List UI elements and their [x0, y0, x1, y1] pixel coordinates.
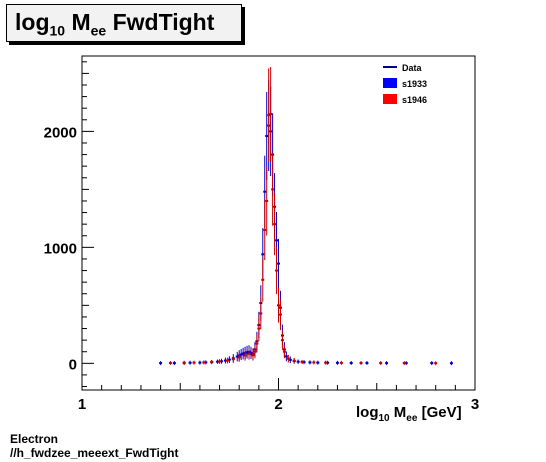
data-point — [227, 358, 231, 361]
data-point — [265, 199, 269, 202]
data-point — [282, 350, 286, 353]
data-marks — [159, 66, 453, 366]
data-point — [172, 362, 176, 365]
data-point — [253, 350, 257, 353]
y-tick-label: 1000 — [44, 240, 77, 257]
data-point — [302, 361, 306, 364]
data-point — [235, 355, 239, 358]
data-point — [243, 354, 247, 357]
data-point — [312, 361, 316, 364]
data-point — [275, 239, 279, 242]
data-point — [261, 278, 265, 281]
data-point — [237, 356, 241, 359]
data-point — [241, 352, 245, 355]
data-point — [204, 361, 208, 364]
data-point — [261, 253, 265, 256]
data-point — [247, 352, 251, 355]
x-tick-label: 2 — [274, 396, 282, 413]
data-point — [430, 362, 434, 365]
legend-box-swatch — [383, 78, 397, 88]
data-point — [188, 361, 192, 364]
data-point — [349, 361, 353, 364]
data-point — [402, 362, 406, 365]
data-point — [316, 361, 320, 364]
data-point — [269, 112, 273, 115]
footer-label: Electron — [10, 432, 59, 446]
data-point — [449, 362, 453, 365]
x-axis-title: log10 Mee [GeV] — [356, 404, 462, 424]
data-point — [218, 360, 222, 363]
data-point — [277, 304, 280, 307]
data-point — [259, 312, 263, 315]
data-point — [326, 361, 330, 364]
title-box: log10 Mee FwdTight — [6, 4, 242, 42]
data-point — [292, 359, 296, 362]
data-point — [251, 354, 255, 357]
data-point — [249, 351, 253, 354]
legend-label: s1933 — [402, 79, 427, 89]
data-point — [220, 360, 224, 363]
data-point — [434, 362, 438, 365]
x-tick-label: 3 — [471, 396, 479, 413]
data-point — [385, 362, 389, 365]
data-point — [198, 361, 202, 364]
data-point — [379, 362, 383, 365]
data-point — [273, 223, 277, 226]
data-point — [263, 190, 267, 193]
data-point — [280, 339, 284, 342]
data-point — [239, 353, 243, 356]
data-point — [202, 361, 206, 364]
data-point — [182, 361, 186, 364]
data-point — [223, 359, 227, 362]
data-point — [159, 362, 163, 365]
data-point — [210, 360, 214, 363]
data-point — [275, 269, 279, 272]
legend-box-swatch — [383, 94, 397, 104]
data-point — [168, 361, 172, 364]
data-point — [271, 188, 275, 191]
x-tick-label: 1 — [78, 396, 86, 413]
data-point — [365, 361, 369, 364]
y-tick-label: 2000 — [44, 124, 77, 141]
data-point — [245, 351, 249, 354]
data-point — [339, 361, 343, 364]
data-point — [296, 360, 300, 363]
data-point — [300, 360, 304, 363]
data-point — [288, 358, 292, 361]
legend-label: Data — [402, 63, 423, 73]
data-point — [263, 228, 267, 231]
data-point — [265, 135, 269, 138]
data-point — [267, 114, 271, 117]
data-point — [231, 358, 235, 361]
data-point — [404, 362, 408, 365]
data-point — [192, 361, 196, 364]
y-tick-label: 0 — [69, 356, 77, 373]
data-point — [278, 313, 282, 316]
data-point — [335, 361, 339, 364]
legend: Data s1933 s1946 — [383, 63, 427, 105]
data-point — [225, 359, 229, 362]
data-point — [324, 361, 328, 364]
footer-histogram-path: //h_fwdzee_meeext_FwdTight — [10, 446, 179, 460]
plot-frame — [81, 55, 476, 391]
data-point — [308, 361, 312, 364]
data-point — [284, 355, 288, 358]
data-point — [277, 262, 280, 265]
chart-title: log10 Mee FwdTight — [15, 9, 215, 39]
data-point — [359, 361, 363, 364]
legend-label: s1946 — [402, 95, 427, 105]
data-point — [255, 342, 259, 345]
data-point — [216, 360, 220, 363]
data-point — [257, 327, 261, 330]
axes: 1 2 3 0 1000 2000 — [44, 61, 479, 413]
data-point — [286, 357, 290, 360]
